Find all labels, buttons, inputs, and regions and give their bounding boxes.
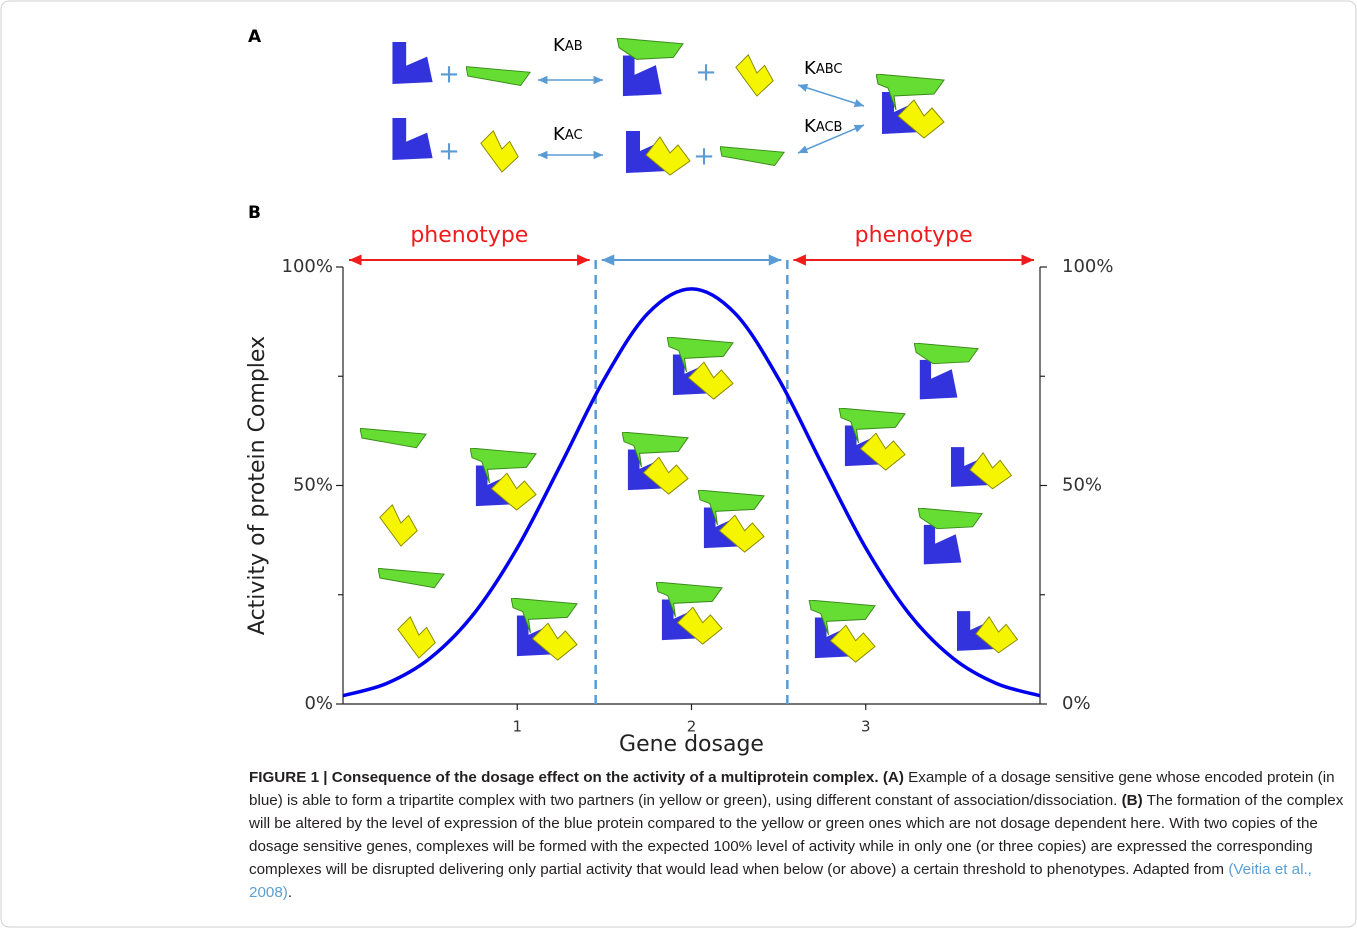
phenotype-label: phenotype — [855, 223, 973, 248]
citation-link[interactable]: (Veitia et al., 2008) — [249, 861, 1312, 901]
y-axis-label: Activity of protein Complex — [245, 336, 270, 635]
constant-k: K — [804, 58, 817, 79]
x-tick-label: 3 — [861, 718, 871, 736]
caption-text: Example of a dosage sensitive gene whose… — [249, 769, 1335, 809]
y2-tick-label: 100% — [1062, 256, 1113, 277]
caption-text: The formation of the complex will be alt… — [249, 792, 1344, 878]
constant-k: K — [553, 124, 566, 145]
rate-constant: KAB — [553, 35, 583, 56]
y-tick-label: 0% — [304, 693, 333, 714]
caption-panel-label: (A) — [882, 769, 904, 786]
rate-constant: KAC — [553, 124, 583, 145]
x-tick-label: 2 — [687, 718, 697, 736]
constant-k: K — [553, 35, 566, 56]
y2-tick-label: 0% — [1062, 693, 1091, 714]
caption-end: . — [287, 884, 293, 901]
reaction-diagram — [392, 38, 945, 176]
constant-sub: ABC — [816, 62, 843, 77]
phenotype-label: phenotype — [410, 223, 528, 248]
y-tick-label: 50% — [293, 475, 333, 496]
y2-tick-label: 50% — [1062, 475, 1102, 496]
x-tick-label: 1 — [512, 718, 522, 736]
constant-sub: ACB — [816, 120, 843, 135]
constant-k: K — [804, 116, 817, 137]
figure-caption: FIGURE 1 | Consequence of the dosage eff… — [249, 766, 1347, 904]
x-axis-label: Gene dosage — [619, 732, 764, 757]
y-tick-label: 100% — [282, 256, 333, 277]
plus-sign: + — [695, 58, 717, 88]
plus-sign: + — [693, 142, 715, 172]
activity-curve — [342, 287, 1041, 698]
rate-constant: KACB — [804, 116, 842, 137]
constant-sub: AB — [565, 39, 583, 54]
plus-sign: + — [438, 137, 460, 167]
caption-panel-label: (B) — [1121, 792, 1143, 809]
plus-sign: + — [438, 60, 460, 90]
panel-label: A — [248, 27, 262, 47]
protein-icons — [360, 337, 1018, 663]
panel-label: B — [248, 203, 261, 223]
rate-constant: KABC — [804, 58, 842, 79]
caption-title: FIGURE 1 | Consequence of the dosage eff… — [249, 769, 879, 786]
constant-sub: AC — [565, 128, 583, 143]
